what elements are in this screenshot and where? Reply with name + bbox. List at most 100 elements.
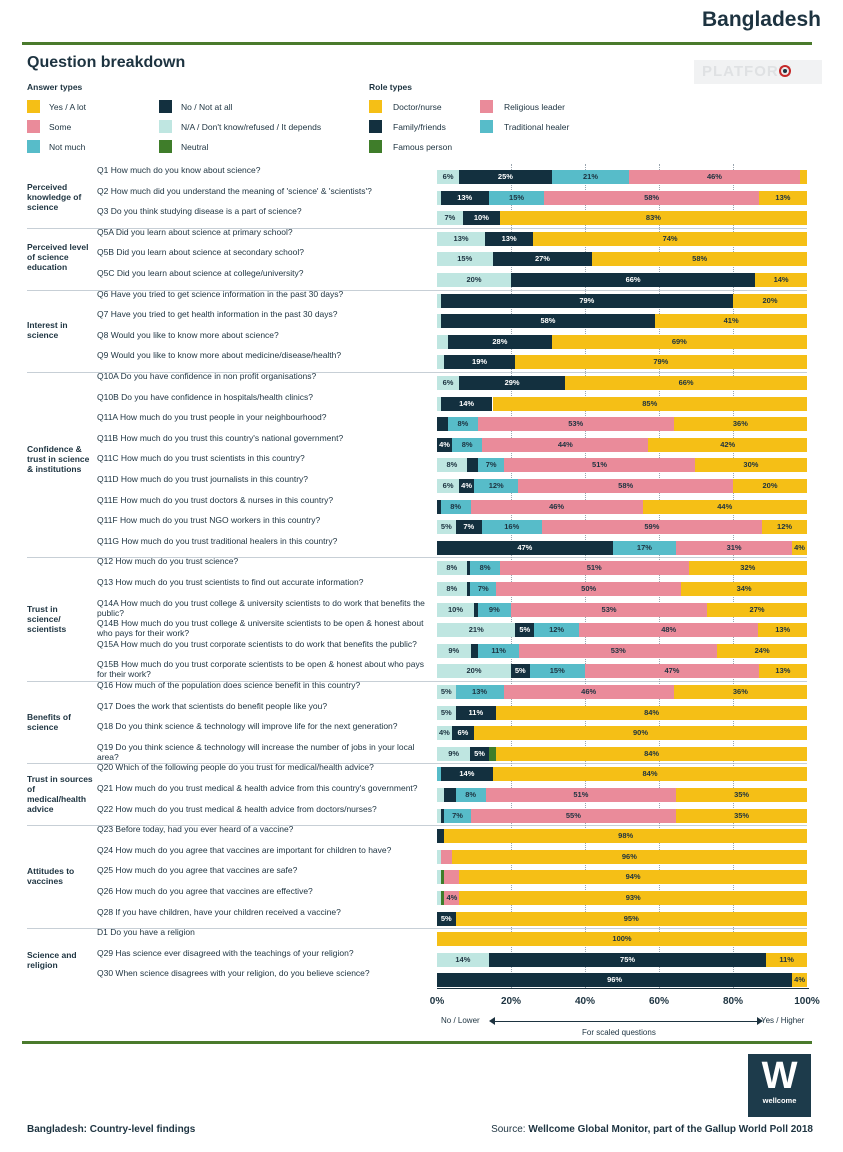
bar-segment xyxy=(437,850,441,864)
bar-segment: 11% xyxy=(478,644,520,658)
bar-segment: 10% xyxy=(437,603,474,617)
top-rule xyxy=(22,42,812,45)
bar-segment: 16% xyxy=(481,520,542,534)
bar-segment: 21% xyxy=(437,623,516,637)
question-label: Q11G How much do you trust traditional h… xyxy=(97,536,338,546)
bar-segment: 46% xyxy=(503,685,674,699)
question-label: Q15A How much do you trust corporate sci… xyxy=(97,639,417,649)
bar-row: 15% 27% 58% xyxy=(437,252,807,266)
bar-segment: 14% xyxy=(440,767,494,781)
bar-segment xyxy=(437,417,449,431)
section-divider xyxy=(27,681,807,682)
section-divider xyxy=(27,928,807,929)
bar-row: 13% 15% 58% 13% xyxy=(437,191,807,205)
arrow-left-icon xyxy=(489,1017,495,1025)
source-bold: Wellcome Global Monitor, part of the Gal… xyxy=(528,1124,813,1135)
x-tick-label: 40% xyxy=(574,996,596,1007)
bar-segment: 58% xyxy=(592,252,807,266)
footer-title: Bangladesh: Country-level findings xyxy=(27,1124,196,1135)
legend-swatch xyxy=(159,100,172,113)
bar-segment: 13% xyxy=(440,191,489,205)
question-label: Q30 When science disagrees with your rel… xyxy=(97,968,370,978)
bar-segment: 10% xyxy=(462,211,500,225)
gridline xyxy=(511,164,513,988)
bar-row: 6% 25% 21% 46% xyxy=(437,170,807,184)
bar-segment: 46% xyxy=(629,170,800,184)
legend-label: No / Not at all xyxy=(181,102,233,112)
question-label: Q11E How much do you trust doctors & nur… xyxy=(97,495,334,505)
question-label: Q6 Have you tried to get science informa… xyxy=(97,289,344,299)
bar-segment: 9% xyxy=(437,747,471,761)
bar-segment: 13% xyxy=(437,232,486,246)
bar-segment xyxy=(466,561,471,575)
legend-swatch xyxy=(369,120,382,133)
x-note-left: No / Lower xyxy=(441,1016,480,1025)
bar-row: 14% 85% xyxy=(437,397,807,411)
section-divider xyxy=(27,825,807,826)
question-label: Q17 Does the work that scientists do ben… xyxy=(97,701,328,711)
bar-row: 5% 95% xyxy=(437,912,807,926)
bar-row: 20% 5% 15% 47% 13% xyxy=(437,664,807,678)
footer-source: Source: Wellcome Global Monitor, part of… xyxy=(491,1124,813,1135)
bar-segment: 9% xyxy=(437,644,471,658)
bar-row: 5% 7% 16% 59% 12% xyxy=(437,520,807,534)
bar-segment: 53% xyxy=(477,417,674,431)
bar-segment: 48% xyxy=(579,623,759,637)
bar-segment: 12% xyxy=(762,520,807,534)
country-title: Bangladesh xyxy=(701,8,821,31)
bar-segment xyxy=(799,170,807,184)
bar-segment: 4% xyxy=(437,438,453,452)
bar-segment: 8% xyxy=(437,582,467,596)
bar-segment: 100% xyxy=(437,932,807,946)
bar-segment: 19% xyxy=(444,355,515,369)
bar-segment: 13% xyxy=(455,685,504,699)
bar-segment: 94% xyxy=(459,870,807,884)
x-axis-line xyxy=(437,988,809,989)
x-tick-label: 0% xyxy=(429,996,445,1007)
question-label: Q25 How much do you agree that vaccines … xyxy=(97,865,298,875)
bar-segment: 47% xyxy=(437,541,613,555)
bar-segment: 58% xyxy=(518,479,733,493)
bar-segment: 5% xyxy=(437,520,456,534)
bar-row: 6% 29% 66% xyxy=(437,376,807,390)
bar-segment: 7% xyxy=(455,520,482,534)
category-label: Confidence & trust in science & institut… xyxy=(27,444,90,474)
bar-row: 10% 9% 53% 27% xyxy=(437,603,807,617)
question-label: Q26 How much do you agree that vaccines … xyxy=(97,886,313,896)
bar-segment: 51% xyxy=(499,561,689,575)
bar-segment: 74% xyxy=(533,232,807,246)
bar-row: 8% 53% 36% xyxy=(437,417,807,431)
bar-segment: 50% xyxy=(496,582,682,596)
bar-segment: 5% xyxy=(437,706,456,720)
bar-segment: 20% xyxy=(733,479,807,493)
category-label: Trust in sources of medical/health advic… xyxy=(27,774,93,814)
scaled-note: For scaled questions xyxy=(582,1028,656,1037)
bar-segment: 90% xyxy=(474,726,807,740)
bar-segment xyxy=(437,355,445,369)
bar-row: 7% 10% 83% xyxy=(437,211,807,225)
bar-segment: 28% xyxy=(448,335,552,349)
bar-segment: 84% xyxy=(493,767,807,781)
bar-row: 8% 51% 35% xyxy=(437,788,807,802)
bar-row: 98% xyxy=(437,829,807,843)
bar-segment: 83% xyxy=(499,211,807,225)
bar-segment: 4% xyxy=(459,479,474,493)
answer-types-title: Answer types xyxy=(27,82,83,92)
bar-segment xyxy=(470,644,479,658)
bar-row: 47% 17% 31% 4% xyxy=(437,541,807,555)
bar-segment xyxy=(466,458,479,472)
bar-segment: 11% xyxy=(766,953,807,967)
bar-segment: 8% xyxy=(455,788,486,802)
bar-segment: 21% xyxy=(551,170,630,184)
bar-segment xyxy=(437,335,449,349)
bar-segment: 12% xyxy=(534,623,579,637)
bar-row: 79% 20% xyxy=(437,294,807,308)
legend-label: N/A / Don't know/refused / It depends xyxy=(181,122,322,132)
category-label: Trust in science/ scientists xyxy=(27,604,67,634)
bar-segment: 5% xyxy=(470,747,489,761)
bar-segment: 4% xyxy=(792,973,807,987)
bar-row: 6% 4% 12% 58% 20% xyxy=(437,479,807,493)
legend-label: Yes / A lot xyxy=(49,102,87,112)
question-label: Q23 Before today, had you ever heard of … xyxy=(97,824,294,834)
bar-segment: 9% xyxy=(477,603,511,617)
